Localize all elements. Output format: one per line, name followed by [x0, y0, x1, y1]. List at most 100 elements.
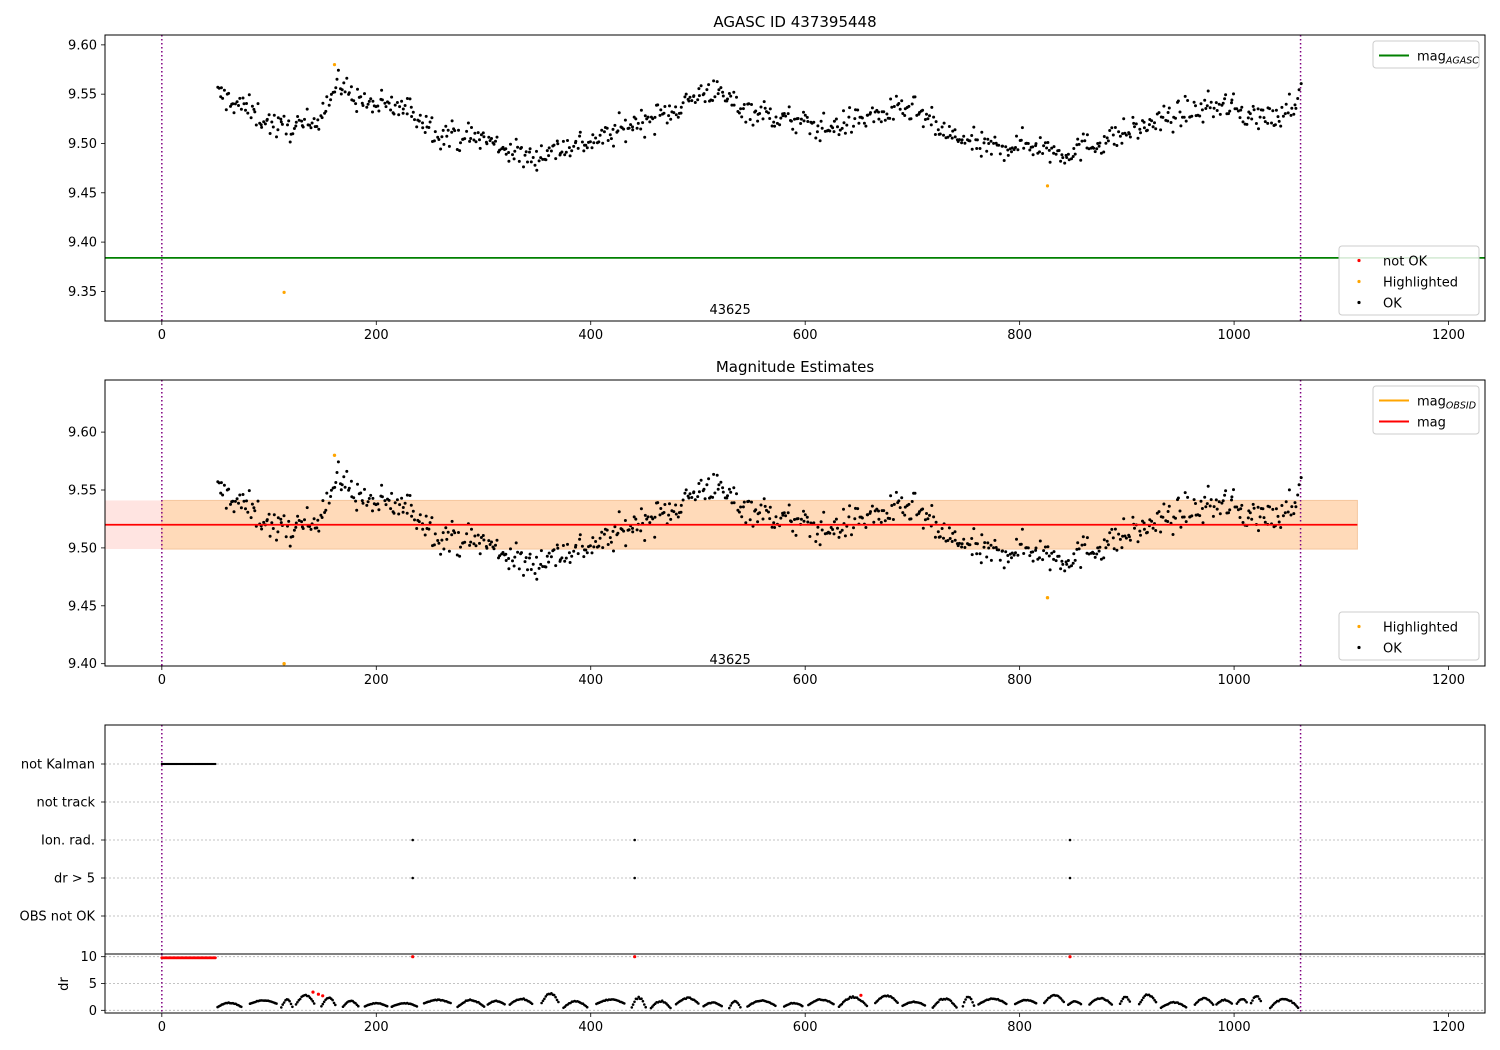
- ok-point: [513, 555, 517, 559]
- ok-point: [224, 108, 228, 112]
- ok-point: [923, 518, 927, 522]
- ok-point: [507, 567, 511, 571]
- ok-point: [1121, 534, 1125, 538]
- ok-point: [279, 117, 283, 121]
- ok-point: [1297, 88, 1301, 92]
- ok-point: [1209, 100, 1213, 104]
- ok-point: [643, 539, 647, 542]
- x-tick-label: 400: [578, 1020, 603, 1035]
- ok-point: [732, 501, 736, 505]
- ok-point: [1296, 493, 1300, 497]
- ok-point: [889, 97, 893, 101]
- ok-point: [1203, 98, 1207, 102]
- ok-point: [1064, 560, 1068, 564]
- ok-point: [1117, 130, 1121, 134]
- ok-point: [1054, 152, 1058, 156]
- ok-point: [1108, 531, 1112, 535]
- dr-panel: 0 200 400 600 800 1000 1200 0 5 10 dr: [57, 950, 1486, 1035]
- dr-ok-point: [1128, 1000, 1132, 1003]
- ok-point: [832, 119, 836, 123]
- ok-point: [400, 99, 404, 103]
- ok-point: [1276, 115, 1280, 119]
- ok-point: [239, 506, 243, 510]
- ok-point: [1083, 139, 1087, 143]
- dr-ok-point: [636, 997, 639, 1001]
- ok-point: [960, 542, 964, 546]
- ok-point: [361, 501, 365, 505]
- ok-point: [1209, 498, 1213, 502]
- agasc-magnitude-panel: 43625 0 200 400 600 800 1000 1200 9.35 9.40 9.45 9.…: [68, 34, 1486, 343]
- ok-point: [352, 99, 356, 103]
- ok-point: [1128, 135, 1132, 139]
- ok-point: [401, 506, 405, 509]
- ok-point: [847, 515, 851, 519]
- ok-point: [389, 108, 393, 112]
- dr-ok-point: [669, 1006, 672, 1010]
- x-tick-label: 200: [364, 328, 389, 343]
- ok-point: [721, 486, 725, 490]
- ok-point: [544, 565, 548, 569]
- ok-point: [1093, 555, 1097, 559]
- ok-point: [324, 508, 328, 512]
- ok-point: [732, 90, 736, 94]
- ok-point: [837, 133, 841, 137]
- ok-point: [1283, 112, 1287, 116]
- dr-ok-point: [585, 1005, 589, 1009]
- ok-point: [1131, 115, 1135, 119]
- ok-point: [481, 131, 485, 135]
- dr-ok-point: [971, 1001, 974, 1004]
- ok-point: [504, 152, 508, 156]
- dr-ok-point: [896, 1001, 899, 1004]
- ok-point: [1042, 549, 1046, 553]
- ok-point: [1145, 530, 1149, 534]
- ok-point: [529, 160, 533, 164]
- ok-point: [1250, 117, 1254, 121]
- ok-point: [1236, 109, 1240, 113]
- ok-point: [1268, 505, 1272, 509]
- ok-point: [504, 147, 508, 151]
- ok-point: [457, 128, 460, 132]
- ok-point: [329, 488, 333, 492]
- ok-point: [539, 144, 543, 148]
- ok-point: [270, 120, 274, 124]
- ok-point: [932, 115, 936, 119]
- ok-point: [445, 134, 449, 138]
- ok-point: [624, 544, 628, 548]
- ok-point: [547, 154, 551, 158]
- ok-point: [1057, 554, 1061, 558]
- ok-point: [719, 86, 723, 90]
- ok-point: [1208, 106, 1212, 110]
- ok-point: [555, 139, 559, 143]
- ok-point: [1252, 108, 1256, 112]
- ok-point: [907, 104, 911, 108]
- ok-point: [487, 135, 491, 139]
- ok-point: [537, 159, 541, 163]
- ok-point: [741, 107, 745, 111]
- ok-point: [1261, 507, 1265, 511]
- ok-point: [782, 511, 786, 515]
- ok-point: [688, 95, 692, 99]
- dr-ok-point: [1289, 999, 1293, 1003]
- ok-point: [453, 531, 457, 535]
- ok-point: [1186, 99, 1190, 102]
- ok-point: [1122, 517, 1126, 521]
- ok-point: [799, 117, 803, 121]
- ok-point: [889, 494, 893, 498]
- ok-point: [232, 510, 236, 514]
- ok-point: [284, 535, 288, 539]
- ok-point: [688, 492, 692, 496]
- ok-point: [468, 543, 472, 547]
- ok-point: [1124, 536, 1128, 540]
- ok-point: [564, 150, 568, 154]
- x-tick-label: 200: [364, 1020, 389, 1035]
- ok-point: [803, 113, 807, 117]
- ok-point: [748, 518, 752, 522]
- ok-point: [702, 487, 706, 491]
- ok-point: [359, 95, 363, 99]
- ok-point: [1016, 553, 1020, 557]
- ok-point: [345, 469, 349, 473]
- ok-point: [643, 513, 647, 517]
- ok-point: [380, 88, 384, 92]
- ok-point: [740, 515, 744, 519]
- ok-point: [1273, 123, 1277, 127]
